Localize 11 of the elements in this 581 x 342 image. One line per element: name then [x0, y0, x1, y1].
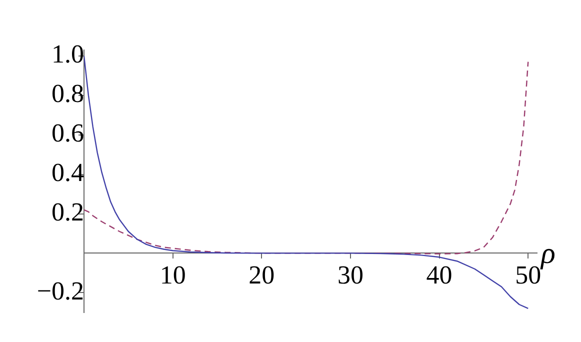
- x-axis-title: ρ: [540, 237, 556, 270]
- y-tick-label: 0.2: [52, 198, 84, 227]
- x-tick-label: 30: [337, 260, 364, 290]
- y-tick-label: 1.0: [52, 40, 84, 69]
- y-tick-label: 0.6: [52, 118, 84, 148]
- x-tick-label: 50: [515, 260, 542, 290]
- y-tick-label: 0.8: [52, 79, 84, 108]
- x-tick-label: 20: [248, 260, 275, 290]
- x-tick-label: 40: [426, 260, 452, 290]
- y-tick-label: −0.2: [36, 276, 84, 306]
- x-tick-label: 10: [160, 260, 186, 290]
